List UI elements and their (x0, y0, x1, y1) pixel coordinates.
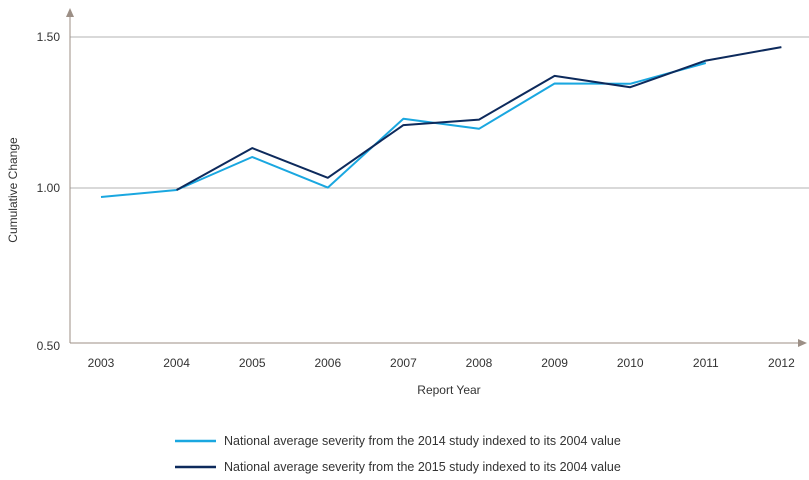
x-tick-label: 2004 (163, 356, 190, 370)
x-tick-label: 2011 (693, 356, 719, 370)
legend-item: National average severity from the 2014 … (175, 434, 621, 448)
y-tick-label: 0.50 (37, 339, 61, 353)
x-axis-title: Report Year (417, 383, 480, 397)
x-axis (70, 339, 807, 347)
series-line (176, 46, 782, 191)
x-axis-arrow-icon (798, 339, 807, 347)
y-axis-arrow-icon (66, 8, 74, 17)
x-tick-label: 2003 (88, 356, 115, 370)
y-tick-labels: 1.50 1.00 0.50 (37, 30, 61, 353)
x-tick-label: 2006 (314, 356, 341, 370)
series-line (100, 62, 707, 198)
x-tick-label: 2008 (466, 356, 493, 370)
legend-label: National average severity from the 2015 … (224, 460, 621, 474)
y-tick-label: 1.00 (37, 181, 61, 195)
x-tick-labels: 2003 2004 2005 2006 2007 2008 2009 2010 2011 2012 (88, 356, 795, 370)
legend-label: National average severity from the 2014 … (224, 434, 621, 448)
x-tick-label: 2007 (390, 356, 417, 370)
x-tick-label: 2009 (541, 356, 568, 370)
legend: National average severity from the 2014 … (175, 434, 621, 474)
series-lines (100, 46, 782, 198)
legend-item: National average severity from the 2015 … (175, 460, 621, 474)
y-axis-title: Cumulative Change (6, 137, 20, 243)
x-tick-label: 2012 (768, 356, 795, 370)
gridlines (70, 36, 809, 189)
y-tick-label: 1.50 (37, 30, 61, 44)
x-tick-label: 2010 (617, 356, 644, 370)
x-tick-label: 2005 (239, 356, 266, 370)
y-axis (66, 8, 74, 343)
